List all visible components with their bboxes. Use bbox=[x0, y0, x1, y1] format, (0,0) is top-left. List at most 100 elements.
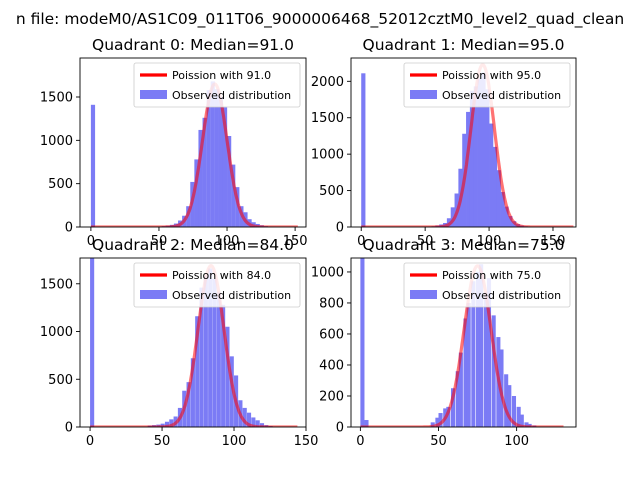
hist-bar bbox=[504, 206, 509, 227]
y-tick-label: 400 bbox=[319, 358, 344, 373]
axes-frame bbox=[350, 257, 577, 428]
axes-frame bbox=[79, 257, 307, 428]
hist-bar bbox=[202, 117, 207, 227]
hist-bar bbox=[491, 315, 496, 427]
hist-bar bbox=[186, 382, 191, 427]
x-tick-label: 150 bbox=[283, 234, 308, 249]
x-tick-label: 100 bbox=[504, 434, 529, 449]
histogram bbox=[90, 81, 277, 227]
hist-bar bbox=[190, 358, 195, 427]
hist-bar bbox=[251, 417, 256, 427]
hist-bar bbox=[477, 78, 482, 227]
hist-bar bbox=[90, 258, 95, 427]
hist-bar bbox=[435, 417, 440, 427]
hist-bar bbox=[466, 302, 471, 427]
x-tick-label: 0 bbox=[356, 434, 364, 449]
y-tick-label: 0 bbox=[65, 221, 73, 236]
hist-bar bbox=[169, 419, 174, 427]
y-tick-label: 1000 bbox=[311, 148, 344, 163]
hist-bar bbox=[255, 420, 260, 427]
hist-bar bbox=[90, 104, 96, 227]
x-tick-label: 100 bbox=[215, 234, 240, 249]
x-tick-label: 50 bbox=[417, 234, 434, 249]
legend-entry-hist: Observed distribution bbox=[442, 89, 561, 102]
y-tick-label: 1500 bbox=[40, 91, 73, 106]
legend-hist-swatch bbox=[140, 290, 167, 299]
hist-bar bbox=[246, 412, 252, 427]
panel-title: Quadrant 2: Median=84.0 bbox=[92, 236, 294, 254]
hist-bar bbox=[206, 90, 211, 227]
legend-hist-swatch bbox=[140, 90, 167, 99]
hist-bar bbox=[222, 107, 228, 227]
legend-box bbox=[133, 62, 301, 108]
hist-bar bbox=[214, 89, 219, 227]
hist-bar bbox=[194, 159, 199, 227]
legend: Poission with 75.0 Observed distribution bbox=[403, 262, 571, 308]
suptitle: n file: modeM0/AS1C09_011T06_9000006468_… bbox=[16, 10, 624, 29]
hist-bar bbox=[259, 423, 265, 427]
x-tick-label: 150 bbox=[294, 434, 319, 449]
axes-frame bbox=[79, 57, 307, 228]
y-tick-label: 2000 bbox=[311, 75, 344, 90]
y-tick-label: 1000 bbox=[40, 325, 73, 340]
hist-bar bbox=[231, 164, 236, 227]
hist-bar bbox=[208, 268, 213, 427]
hist-bar bbox=[466, 111, 471, 227]
x-tick-label: 0 bbox=[87, 234, 95, 249]
hist-bar bbox=[198, 129, 203, 227]
legend-entry-curve: Poission with 95.0 bbox=[442, 69, 541, 82]
legend-entry-hist: Observed distribution bbox=[442, 289, 561, 302]
hist-bar bbox=[242, 407, 247, 427]
hist-bar bbox=[486, 278, 492, 427]
y-tick-label: 500 bbox=[48, 373, 73, 388]
x-tick-label: 0 bbox=[357, 234, 365, 249]
legend-entry-curve: Poission with 84.0 bbox=[172, 269, 271, 282]
panel-title: Quadrant 0: Median=91.0 bbox=[92, 36, 294, 54]
hist-bar bbox=[195, 316, 200, 427]
y-tick-label: 1500 bbox=[40, 277, 73, 292]
y-tick-label: 0 bbox=[336, 221, 344, 236]
axes-frame bbox=[350, 57, 577, 228]
hist-bar bbox=[361, 73, 366, 227]
hist-bar bbox=[500, 192, 505, 227]
hist-bar bbox=[483, 292, 488, 427]
hist-bar bbox=[199, 287, 204, 427]
y-tick-label: 500 bbox=[48, 177, 73, 192]
hist-bar bbox=[471, 281, 476, 427]
y-tick-label: 600 bbox=[319, 327, 344, 342]
legend-entry-curve: Poission with 75.0 bbox=[442, 269, 541, 282]
hist-bar bbox=[364, 420, 369, 427]
hist-bar bbox=[504, 374, 509, 427]
hist-bar bbox=[473, 86, 478, 227]
hist-bar bbox=[519, 414, 524, 427]
x-tick-label: 50 bbox=[154, 434, 171, 449]
legend-entry-hist: Observed distribution bbox=[172, 289, 291, 302]
hist-bar bbox=[212, 279, 217, 427]
hist-bar bbox=[485, 89, 490, 227]
y-tick-label: 200 bbox=[319, 389, 344, 404]
legend: Poission with 84.0 Observed distribution bbox=[133, 262, 301, 308]
x-tick-label: 100 bbox=[477, 234, 502, 249]
hist-bar bbox=[216, 292, 221, 427]
y-tick-label: 0 bbox=[336, 421, 344, 436]
y-tick-label: 0 bbox=[65, 421, 73, 436]
hist-bar bbox=[511, 395, 517, 427]
hist-bar bbox=[479, 264, 484, 427]
hist-bar bbox=[430, 422, 435, 427]
hist-bar bbox=[227, 136, 232, 227]
y-tick-label: 1500 bbox=[311, 111, 344, 126]
hist-bar bbox=[210, 81, 215, 227]
hist-bar bbox=[235, 187, 240, 227]
hist-bar bbox=[489, 123, 494, 227]
hist-bar bbox=[508, 216, 513, 227]
hist-bar bbox=[438, 413, 443, 427]
hist-bar bbox=[524, 422, 529, 427]
hist-bar bbox=[225, 326, 230, 427]
hist-bar bbox=[451, 388, 456, 427]
hist-bar bbox=[469, 90, 475, 227]
